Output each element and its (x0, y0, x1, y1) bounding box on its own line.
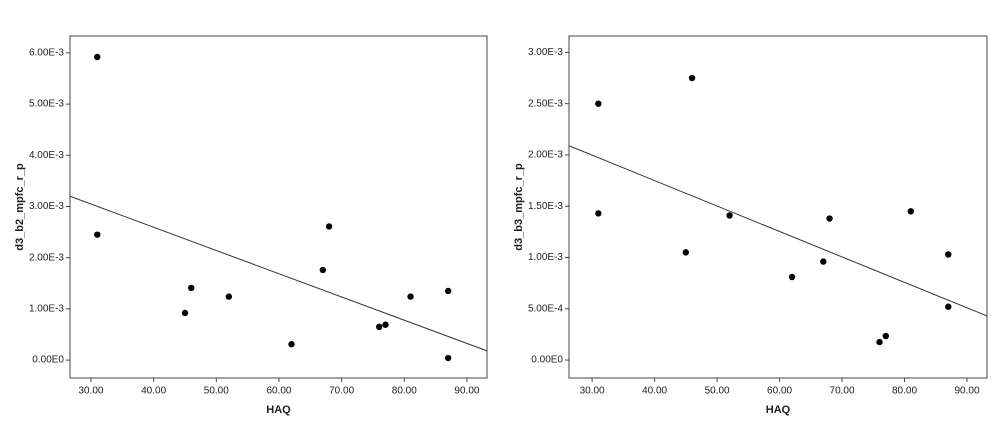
fit-line (69, 195, 488, 352)
plot-frame (69, 35, 488, 379)
y-tick-label: 2.00E-3 (29, 252, 64, 263)
point (382, 321, 389, 328)
y-tick-label: 2.50E-3 (528, 98, 563, 109)
x-tick-label: 60.00 (767, 386, 792, 397)
point (945, 251, 952, 258)
x-tick-label: 70.00 (830, 386, 855, 397)
y-tick-label: 1.00E-3 (528, 252, 563, 263)
y-tick-label: 1.00E-3 (29, 304, 64, 315)
point (726, 212, 733, 219)
point (595, 210, 602, 217)
y-axis-title: d3_b2_mpfc_r_p (14, 163, 26, 251)
point (788, 273, 796, 281)
x-tick-label: 50.00 (705, 386, 730, 397)
y-tick-label: 3.00E-3 (528, 47, 563, 58)
point (826, 215, 833, 222)
point (325, 223, 333, 230)
point (181, 309, 189, 317)
y-tick-label: 4.00E-3 (29, 150, 64, 161)
y-tick-label: 5.00E-4 (528, 303, 563, 314)
y-tick-label: 6.00E-3 (29, 48, 64, 59)
point (376, 323, 383, 331)
point (682, 249, 690, 256)
point (94, 231, 101, 238)
plot-frame (568, 35, 988, 379)
point (945, 303, 952, 310)
x-tick-label: 90.00 (954, 386, 979, 397)
point (882, 332, 889, 340)
x-tick-label: 30.00 (580, 386, 605, 397)
fit-line (568, 145, 988, 317)
y-axis-title: d3_b3_mpfc_r_p (513, 163, 525, 251)
point (688, 74, 696, 82)
y-tick-label: 2.00E-3 (528, 150, 563, 161)
point (407, 293, 414, 300)
point (319, 266, 327, 274)
point (188, 284, 195, 292)
x-tick-label: 40.00 (141, 386, 166, 397)
point (288, 341, 295, 348)
x-tick-label: 50.00 (204, 386, 229, 397)
x-tick-label: 80.00 (392, 386, 417, 397)
point (876, 338, 883, 346)
y-tick-label: 0.00E0 (531, 355, 563, 366)
x-tick-label: 30.00 (78, 386, 103, 397)
point (94, 53, 101, 61)
point (595, 100, 602, 107)
y-tick-label: 5.00E-3 (29, 99, 64, 110)
x-axis-title: HAQ (266, 404, 291, 416)
y-tick-label: 1.50E-3 (528, 201, 563, 212)
x-tick-label: 40.00 (642, 386, 667, 397)
x-tick-label: 90.00 (454, 386, 479, 397)
x-tick-label: 60.00 (266, 386, 291, 397)
point (907, 208, 914, 215)
point (444, 287, 452, 295)
point (820, 258, 827, 265)
y-tick-label: 0.00E0 (32, 355, 64, 366)
x-tick-label: 80.00 (892, 386, 917, 397)
point (225, 293, 233, 300)
x-axis-title: HAQ (766, 404, 791, 416)
point (444, 354, 452, 362)
y-tick-label: 3.00E-3 (29, 201, 64, 212)
x-tick-label: 70.00 (329, 386, 354, 397)
